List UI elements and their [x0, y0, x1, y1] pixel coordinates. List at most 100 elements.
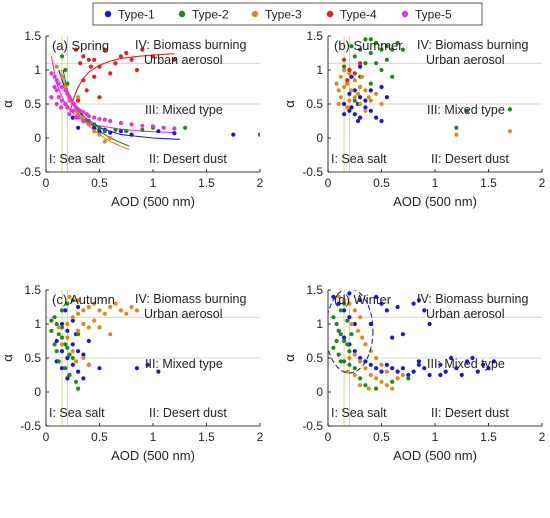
- point-type-5: [52, 84, 57, 90]
- point-type-3: [374, 376, 379, 381]
- x-tick-label: 0: [325, 430, 332, 444]
- point-type-5: [81, 118, 86, 124]
- point-type-1: [363, 105, 368, 110]
- x-tick-label: 1.5: [480, 430, 497, 444]
- x-tick-label: 2: [257, 176, 264, 190]
- point-type-4: [342, 57, 347, 62]
- point-type-4: [81, 78, 86, 83]
- y-tick-label: 0.5: [24, 351, 41, 365]
- point-type-1: [384, 308, 389, 313]
- point-type-2: [97, 125, 102, 130]
- point-type-5: [70, 108, 75, 113]
- point-type-4: [172, 57, 177, 62]
- point-type-2: [73, 379, 79, 384]
- point-type-2: [56, 332, 61, 337]
- point-type-1: [347, 315, 352, 320]
- point-type-2: [183, 125, 188, 130]
- point-type-3: [113, 301, 118, 306]
- point-type-2: [406, 376, 411, 381]
- point-type-2: [257, 132, 260, 137]
- point-type-2: [368, 37, 373, 42]
- point-type-3: [65, 335, 70, 340]
- point-type-1: [416, 298, 421, 303]
- point-type-1: [358, 355, 363, 361]
- region-label-desert: II: Desert dust: [149, 152, 227, 166]
- point-type-2: [363, 61, 368, 66]
- point-type-1: [486, 366, 491, 371]
- point-type-3: [336, 294, 341, 299]
- y-tick-label: -0.5: [20, 419, 41, 433]
- point-type-1: [384, 95, 389, 100]
- y-tick-label: 1: [316, 63, 323, 77]
- point-type-1: [411, 301, 416, 306]
- point-type-1: [81, 352, 86, 357]
- point-type-2: [140, 127, 145, 132]
- point-type-3: [63, 84, 68, 90]
- point-type-1: [491, 359, 496, 364]
- point-type-5: [102, 117, 107, 122]
- point-type-1: [416, 362, 421, 367]
- panel-title: (c) Autumn: [52, 292, 115, 307]
- point-type-3: [395, 376, 400, 381]
- x-axis-label: AOD (500 nm): [111, 194, 195, 209]
- point-type-1: [363, 359, 368, 364]
- point-type-5: [52, 74, 57, 79]
- legend: Type-1 Type-2 Type-3 Type-4 Type-5: [92, 2, 483, 26]
- point-type-1: [358, 298, 363, 303]
- y-tick-label: 1.5: [306, 29, 323, 43]
- point-type-2: [67, 352, 72, 357]
- region-label-biomass: IV: Biomass burning: [417, 38, 528, 52]
- region-label-urban: Urban aerosol: [144, 307, 223, 321]
- point-type-1: [411, 369, 416, 374]
- point-type-5: [71, 101, 76, 107]
- region-label-biomass: IV: Biomass burning: [417, 292, 528, 306]
- point-type-5: [78, 108, 83, 113]
- plot-area: [334, 37, 512, 137]
- point-type-5: [161, 125, 166, 130]
- point-type-2: [54, 321, 59, 327]
- point-type-2: [384, 57, 389, 62]
- x-tick-label: 0.5: [91, 176, 108, 190]
- point-type-5: [56, 95, 61, 100]
- plot-area: [328, 290, 496, 391]
- point-type-2: [345, 342, 350, 347]
- point-type-2: [338, 332, 343, 337]
- y-tick-label: 0: [34, 385, 41, 399]
- point-type-1: [97, 129, 102, 134]
- panel-title: (a) Spring: [52, 38, 109, 53]
- point-type-2: [54, 349, 59, 354]
- point-type-3: [384, 383, 389, 388]
- point-type-3: [86, 325, 91, 330]
- point-type-3: [70, 315, 75, 320]
- point-type-3: [76, 112, 81, 117]
- point-type-1: [427, 372, 432, 378]
- y-tick-label: 1: [316, 317, 323, 331]
- x-tick-label: 1.5: [480, 176, 497, 190]
- point-type-3: [358, 101, 363, 107]
- point-type-5: [69, 98, 74, 103]
- point-type-1: [475, 369, 480, 374]
- point-type-1: [465, 359, 470, 364]
- point-type-3: [374, 355, 379, 361]
- region-label-sea-salt: I: Sea salt: [331, 152, 387, 166]
- point-type-3: [358, 84, 363, 90]
- point-type-3: [76, 95, 81, 100]
- region-label-mixed: III: Mixed type: [427, 357, 505, 371]
- point-type-1: [358, 64, 363, 69]
- region-label-mixed: III: Mixed type: [145, 103, 223, 117]
- point-type-4: [140, 47, 145, 52]
- point-type-2: [374, 61, 379, 66]
- point-type-1: [76, 125, 81, 130]
- point-type-3: [358, 383, 363, 388]
- point-type-2: [59, 325, 65, 330]
- point-type-1: [422, 308, 427, 313]
- point-type-3: [507, 129, 512, 134]
- point-type-2: [342, 338, 347, 344]
- point-type-4: [345, 78, 350, 83]
- point-type-3: [97, 132, 102, 137]
- point-type-4: [81, 54, 86, 59]
- point-type-3: [59, 342, 65, 347]
- point-type-1: [347, 108, 352, 113]
